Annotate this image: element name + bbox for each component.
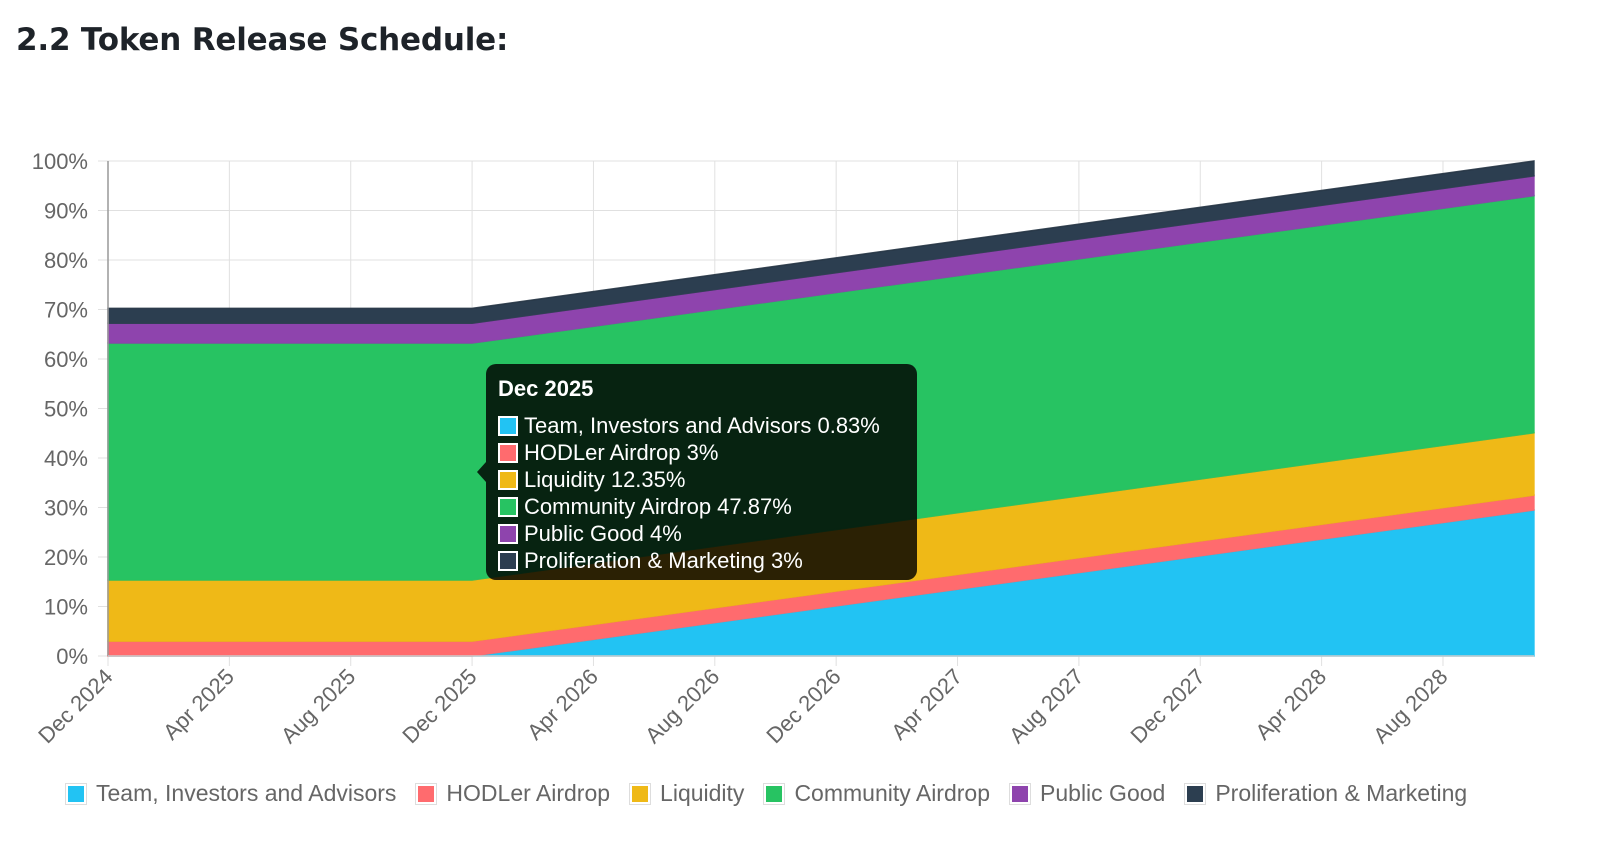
tooltip-row: Public Good 4% [498,520,905,547]
legend-item[interactable]: HODLer Airdrop [415,780,611,807]
tooltip-row: Community Airdrop 47.87% [498,493,905,520]
legend-item[interactable]: Liquidity [629,780,745,807]
legend-label: Community Airdrop [794,780,991,806]
y-axis-ticks: 0% 10% 20% 30% 40% 50% 60% 70% 80% 90% 100% [32,149,88,669]
tooltip-swatch [498,442,518,463]
tooltip-swatch [498,523,518,544]
legend-item[interactable]: Community Airdrop [763,780,991,807]
y-tick-label: 40% [44,446,88,471]
x-tick-label: Dec 2027 [1126,664,1210,748]
y-tick-label: 20% [44,545,88,570]
x-tick-label: Aug 2025 [276,664,360,748]
y-tick-label: 30% [44,496,88,521]
x-axis-ticks: Dec 2024 Apr 2025 Aug 2025 Dec 2025 Apr 2026… [33,664,1452,748]
tooltip-row-label: Public Good 4% [524,520,682,546]
x-tick-label: Aug 2028 [1368,664,1452,748]
area-edge-proliferation-marketing [108,160,1535,310]
tooltip-row-label: Community Airdrop 47.87% [524,493,792,519]
tooltip-row: HODLer Airdrop 3% [498,439,905,466]
tooltip-row-label: Liquidity 12.35% [524,466,686,492]
tooltip-swatch [498,496,518,517]
legend-label: Proliferation & Marketing [1215,780,1468,806]
y-tick-label: 60% [44,347,88,372]
chart-axes [107,161,1534,657]
chart-legend: Team, Investors and Advisors HODLer Airdr… [65,780,1487,807]
y-tick-label: 50% [44,397,88,422]
legend-swatch [629,782,652,805]
legend-item[interactable]: Proliferation & Marketing [1184,780,1468,807]
legend-item[interactable]: Public Good [1009,780,1166,807]
legend-swatch [1009,782,1032,805]
legend-item[interactable]: Team, Investors and Advisors [65,780,397,807]
chart-tooltip: Dec 2025 Team, Investors and Advisors 0.… [477,364,917,580]
y-tick-label: 10% [44,595,88,620]
tooltip-swatch [498,415,518,436]
y-tick-label: 100% [32,149,88,174]
tooltip-swatch [498,469,518,490]
y-tick-label: 90% [44,199,88,224]
x-tick-label: Aug 2027 [1004,664,1088,748]
legend-swatch [415,782,438,805]
x-tick-label: Apr 2027 [886,664,967,745]
x-tick-label: Aug 2026 [640,664,724,748]
tooltip-title: Dec 2025 [498,376,594,401]
tooltip-row: Team, Investors and Advisors 0.83% [498,412,905,439]
tooltip-row-label: Team, Investors and Advisors 0.83% [524,412,880,438]
x-tick-label: Dec 2024 [33,664,117,748]
legend-swatch [65,782,87,805]
tooltip-row-label: Proliferation & Marketing 3% [524,547,803,573]
y-tick-label: 0% [56,644,88,669]
x-tick-label: Apr 2026 [522,664,603,745]
tooltip-caret [477,462,486,482]
tooltip-row: Proliferation & Marketing 3% [498,547,905,574]
page-title: 2.2 Token Release Schedule: [16,22,509,58]
legend-swatch [763,782,786,805]
x-tick-label: Dec 2025 [397,664,481,748]
tooltip-row-label: HODLer Airdrop 3% [524,439,719,465]
x-tick-label: Apr 2025 [158,664,239,745]
y-tick-label: 70% [44,298,88,323]
legend-label: Public Good [1040,780,1166,806]
tooltip-swatch [498,550,518,571]
tooltip-row: Liquidity 12.35% [498,466,905,493]
legend-swatch [1184,782,1207,805]
x-tick-label: Apr 2028 [1250,664,1331,745]
x-tick-label: Dec 2026 [761,664,845,748]
y-tick-label: 80% [44,248,88,273]
legend-label: Liquidity [660,780,745,806]
legend-label: Team, Investors and Advisors [96,780,397,806]
legend-label: HODLer Airdrop [446,780,611,806]
